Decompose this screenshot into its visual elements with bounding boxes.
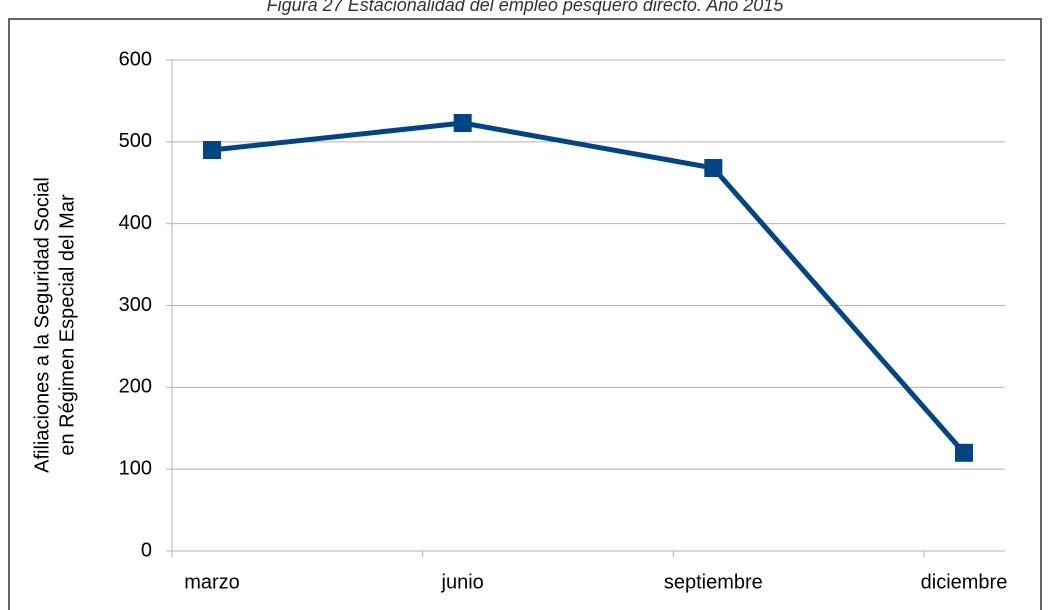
point-marker: [704, 159, 723, 178]
series-line: [211, 120, 966, 455]
y-tick-label: 400: [119, 212, 152, 234]
y-tick-label: 200: [119, 376, 152, 398]
y-tick-label: 100: [119, 457, 152, 479]
chart-frame: [8, 18, 1042, 610]
y-axis-label: en Régimen Especial del Mar: [56, 194, 78, 456]
y-tick-label: 300: [119, 294, 152, 316]
chart-title: Figura 27 Estacionalidad del empleo pesq…: [267, 0, 785, 15]
x-tick-label: septiembre: [664, 571, 763, 593]
x-tick-label: diciembre: [921, 571, 1008, 593]
x-tick-label: marzo: [184, 571, 240, 593]
point-marker: [453, 114, 472, 133]
point-marker: [203, 141, 221, 160]
point-marker: [955, 443, 973, 462]
y-tick-label: 0: [141, 539, 152, 561]
y-tick-label: 600: [119, 48, 152, 70]
y-tick-label: 500: [119, 130, 152, 152]
y-axis-label: Afiliaciones a la Seguridad Social: [31, 177, 53, 473]
x-tick-label: junio: [441, 571, 484, 593]
